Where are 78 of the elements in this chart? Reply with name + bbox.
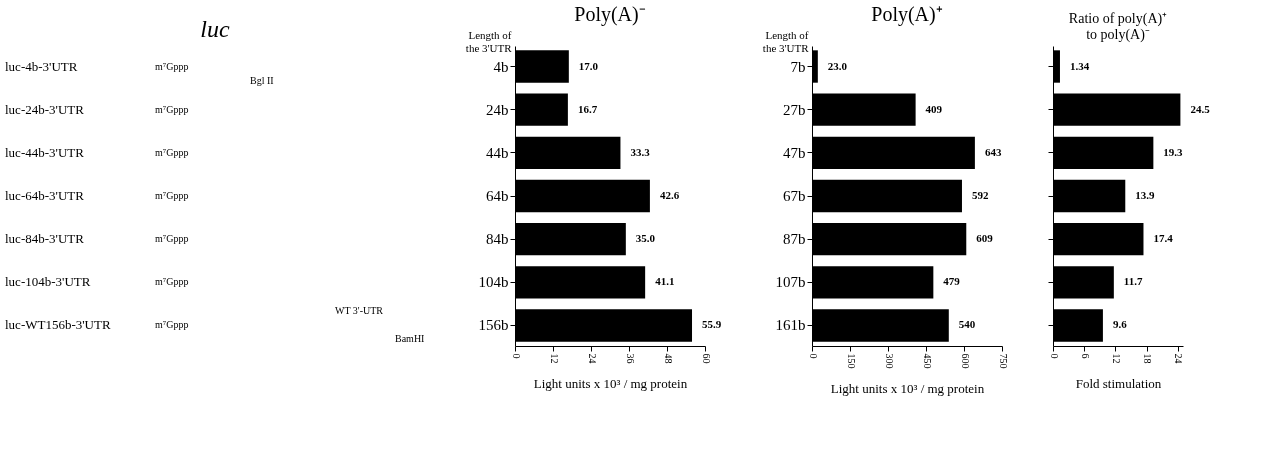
category-label: luc-4b-3'UTR [5,59,78,75]
chart-title: Ratio of poly(A)⁺ to poly(A)⁻ [1068,11,1168,43]
category-label: luc-64b-3'UTR [5,188,85,203]
x-tick-label: 12 [1110,353,1122,364]
x-tick-label: 0 [510,353,522,359]
text: luc [200,16,230,42]
x-tick-label: 150 [845,353,857,369]
text: m⁷Gppp [155,61,189,73]
y-tick-label: 64b [486,188,509,204]
data-label: 479 [943,275,961,288]
text: m⁷Gppp [155,147,189,159]
data-label: 35.0 [635,232,656,245]
category-label: luc-84b-3'UTR [5,230,85,246]
category-label: luc-44b-3'UTR [5,145,85,161]
y-tick-label: 4b [493,58,509,75]
x-tick-label: 0 [1048,353,1060,359]
data-label: 1.34 [1069,59,1090,72]
data-label: 16.7 [577,102,598,115]
text: BamHI [395,332,425,344]
y-tick-label: 156b [478,317,509,334]
text: Bgl II [250,75,274,87]
y-axis-title: Length of the 3'UTR [762,28,810,54]
y-tick-label: 47b [783,144,806,161]
data-label: 55.9 [702,318,722,331]
text: m⁷Gppp [155,275,189,287]
text: m⁷Gppp [155,190,189,201]
y-tick-label: 67b [783,188,806,204]
y-tick-label: 7b [790,58,806,75]
data-label: 23.0 [827,59,848,72]
y-tick-label: 27b [783,101,806,118]
category-label: luc-24b-3'UTR [5,102,85,118]
x-tick-label: 0 [807,353,819,359]
x-axis-title: Light units x 10³ / mg protein [830,380,985,396]
data-label: 17.4 [1153,232,1174,245]
x-tick-label: 24 [1173,353,1185,364]
y-axis-title: Length of the 3'UTR [465,28,513,54]
x-tick-label: 60 [700,353,712,364]
y-tick-label: 44b [486,144,509,161]
data-label: 9.6 [1112,318,1128,331]
data-label: 643 [984,145,1002,158]
data-label: 17.0 [578,59,599,72]
data-label: 41.1 [655,275,675,288]
data-label: 19.3 [1163,145,1184,158]
x-tick-label: 48 [662,353,674,364]
x-tick-label: 750 [997,353,1009,369]
x-tick-label: 36 [624,353,636,364]
chart-title: Poly(A)⁺ [871,3,943,26]
x-tick-label: 300 [883,353,895,369]
category-label: luc-WT156b-3'UTR [5,316,111,332]
text: WT 3'-UTR [335,304,384,316]
x-tick-label: 6 [1079,353,1091,359]
x-tick-label: 18 [1142,353,1154,364]
y-tick-label: 107b [775,274,806,291]
text: m⁷Gppp [155,232,189,244]
category-label: luc-104b-3'UTR [5,273,91,289]
text: m⁷Gppp [155,104,189,116]
y-tick-label: 24b [486,101,509,118]
y-tick-label: 161b [775,317,806,334]
x-axis-title: Light units x 10³ / mg protein [533,375,688,391]
data-label: 13.9 [1135,189,1156,201]
x-tick-label: 600 [959,353,971,369]
x-tick-label: 24 [586,353,598,364]
data-label: 42.6 [659,189,680,201]
x-axis-title: Fold stimulation [1075,375,1162,391]
data-label: 592 [971,189,989,201]
data-label: 24.5 [1190,102,1211,115]
data-label: 409 [925,102,943,115]
data-label: 540 [958,318,976,331]
y-tick-label: 84b [486,231,509,248]
x-tick-label: 450 [921,353,933,369]
y-tick-label: 87b [783,231,806,248]
data-label: 33.3 [630,145,651,158]
text: m⁷Gppp [155,318,189,330]
x-tick-label: 12 [548,353,560,364]
data-label: 609 [976,232,994,245]
chart-title: Poly(A)⁻ [574,3,646,26]
y-tick-label: 104b [478,274,509,291]
data-label: 11.7 [1123,275,1143,288]
